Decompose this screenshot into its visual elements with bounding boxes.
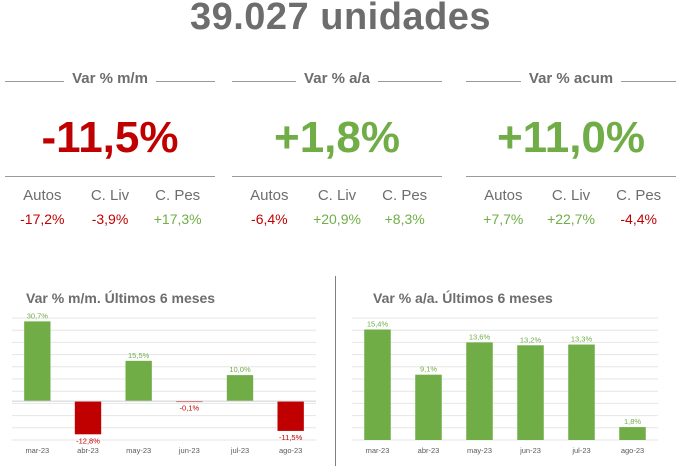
kpi-value: +11,0%	[496, 113, 646, 162]
bar-abr-23	[74, 401, 102, 435]
kpi-label-cpes: C. Pes	[155, 187, 201, 204]
kpi-value: -11,5%	[41, 113, 179, 162]
kpi-val-cliv: +20,9%	[313, 211, 361, 227]
kpi-aa: Var % a/a +1,8% Autos C. Liv C. Pes -6,4…	[232, 70, 442, 227]
data-label: -12,8%	[76, 436, 100, 445]
x-tick-label: abr-23	[77, 446, 99, 455]
kpi-val-cliv: -3,9%	[91, 211, 129, 227]
data-label: 1,8%	[624, 417, 641, 426]
kpi-val-autos: -17,2%	[20, 211, 65, 227]
bar-ago-23	[277, 401, 304, 431]
kpi-val-cpes: +8,3%	[384, 211, 425, 227]
x-tick-label: jul-23	[571, 446, 590, 455]
data-label: 15,4%	[367, 319, 389, 328]
chart-divider	[335, 276, 336, 466]
bar-jul-23	[226, 375, 254, 402]
kpi-label-autos: Autos	[23, 187, 62, 204]
data-label: 13,3%	[571, 335, 593, 344]
kpi-title: Var % acum	[520, 70, 622, 87]
x-tick-label: may-23	[467, 446, 492, 455]
kpi-val-cpes: +17,3%	[153, 211, 202, 227]
kpi-mm: Var % m/m -11,5% Autos C. Liv C. Pes -17…	[5, 70, 215, 227]
data-label: 15,5%	[128, 351, 150, 360]
data-label: 13,6%	[469, 332, 491, 341]
x-tick-label: abr-23	[418, 446, 440, 455]
bar-jul-23	[568, 344, 595, 440]
data-label: 13,2%	[520, 335, 542, 344]
bar-jun-23	[176, 401, 203, 403]
chart-title-aa: Var % a/a. Últimos 6 meses	[373, 290, 553, 306]
data-label: 9,1%	[420, 365, 437, 374]
bar-abr-23	[415, 374, 442, 440]
data-label: 10,0%	[229, 365, 251, 374]
bar-may-23	[466, 342, 493, 440]
x-tick-label: jul-23	[230, 446, 249, 455]
kpi-value: +1,8%	[274, 113, 400, 162]
x-tick-label: ago-23	[621, 446, 644, 455]
x-tick-label: ago-23	[279, 446, 302, 455]
kpi-val-cpes: -4,4%	[620, 211, 657, 227]
kpi-label-cliv: C. Liv	[90, 187, 130, 204]
kpi-title: Var % m/m	[64, 70, 156, 87]
bar-jun-23	[517, 345, 544, 440]
kpi-label-cliv: C. Liv	[317, 187, 357, 204]
data-label: -0,1%	[180, 403, 200, 412]
chart-aa: 15,4% mar-23 9,1% abr-23 13,6% may-23 13,2% jun…	[352, 317, 658, 455]
bar-mar-23	[364, 329, 391, 440]
kpi-label-cpes: C. Pes	[382, 187, 428, 204]
kpi-label-cpes: C. Pes	[616, 187, 662, 204]
chart-mm: 30,7% mar-23 -12,8%abr-23 15,5% may-23 -0,1% j…	[12, 312, 316, 455]
x-tick-label: jun-23	[178, 446, 200, 455]
kpi-label-autos: Autos	[484, 187, 523, 204]
chart-title-mm: Var % m/m. Últimos 6 meses	[26, 290, 216, 306]
x-tick-label: mar-23	[25, 446, 49, 455]
kpi-label-cliv: C. Liv	[551, 187, 591, 204]
kpi-acum: Var % acum +11,0% Autos C. Liv C. Pes +7…	[466, 70, 676, 227]
kpi-val-cliv: +22,7%	[547, 211, 595, 227]
x-tick-label: mar-23	[366, 446, 390, 455]
kpi-val-autos: +7,7%	[483, 211, 524, 227]
data-label: -11,5%	[279, 433, 303, 442]
bar-may-23	[125, 360, 152, 402]
kpi-label-autos: Autos	[250, 187, 289, 204]
bar-mar-23	[24, 321, 51, 402]
kpi-val-autos: -6,4%	[251, 211, 288, 227]
bar-ago-23	[619, 427, 646, 440]
kpi-title: Var % a/a	[296, 70, 378, 87]
x-tick-label: may-23	[126, 446, 151, 455]
headline: 39.027 unidades	[189, 0, 492, 38]
x-tick-label: jun-23	[519, 446, 541, 455]
data-label: 30,7%	[27, 312, 49, 320]
